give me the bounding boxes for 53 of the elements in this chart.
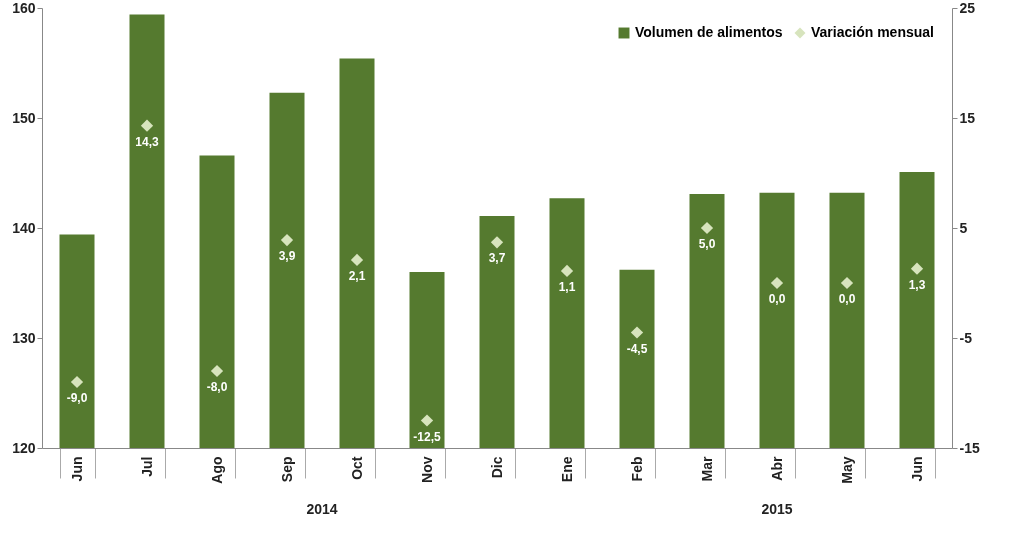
point — [280, 233, 294, 247]
data-label: 14,3 — [135, 134, 159, 149]
data-label: 2,1 — [348, 268, 366, 283]
point — [840, 276, 854, 290]
x-tick-label: Nov — [418, 456, 435, 483]
data-label: -4,5 — [626, 341, 648, 356]
text: 2014 — [306, 501, 338, 517]
data-label: 0,0 — [838, 292, 856, 306]
x-tick-label: Dic — [488, 456, 505, 479]
data-label: 1,1 — [558, 279, 576, 294]
x-tick-label: Abr — [768, 455, 785, 481]
point — [140, 119, 154, 132]
legend-label: Variación mensual — [811, 24, 934, 40]
data-label: 5,0 — [698, 237, 716, 251]
y-tick-label: 150 — [12, 109, 36, 126]
legend-label: Volumen de alimentos — [635, 24, 783, 40]
y2-tick-label: -5 — [959, 329, 973, 346]
point — [700, 221, 714, 235]
data-label: -12,5 — [413, 429, 441, 444]
data-label: -9,0 — [66, 391, 88, 405]
x-tick-label: Oct — [348, 456, 365, 480]
data-label: 1,3 — [908, 277, 926, 292]
data-label: -8,0 — [206, 380, 228, 394]
y-tick-label: 160 — [12, 0, 36, 16]
point — [490, 236, 504, 249]
y2-tick-label: 15 — [959, 109, 976, 126]
x-tick-label: Mar — [698, 455, 715, 482]
y-tick-label: 130 — [12, 329, 36, 346]
x-tick-label: Jun — [68, 456, 85, 482]
y-tick-label: 140 — [12, 219, 36, 236]
point — [210, 364, 224, 378]
x-tick-label: Jun — [908, 456, 925, 482]
data-label: 0,0 — [768, 292, 786, 306]
point — [420, 414, 434, 427]
point — [770, 276, 784, 290]
x-tick-label: Ene — [558, 456, 575, 483]
y2-tick-label: 25 — [959, 0, 976, 16]
text: 2015 — [761, 501, 793, 517]
data-label: 3,9 — [278, 249, 296, 264]
y2-tick-label: -15 — [959, 439, 980, 456]
point — [350, 253, 364, 267]
data-label: 3,7 — [488, 251, 506, 266]
x-tick-label: Ago — [208, 456, 225, 484]
point — [910, 262, 924, 275]
x-tick-label: Sep — [278, 456, 295, 483]
x-tick-label: May — [838, 456, 855, 484]
y2-tick-label: 5 — [959, 219, 968, 236]
x-tick-label: Feb — [628, 456, 645, 482]
point — [70, 375, 84, 389]
y-tick-label: 120 — [12, 439, 36, 456]
point — [560, 264, 574, 278]
x-tick-label: Jul — [138, 456, 155, 477]
point — [630, 326, 644, 339]
